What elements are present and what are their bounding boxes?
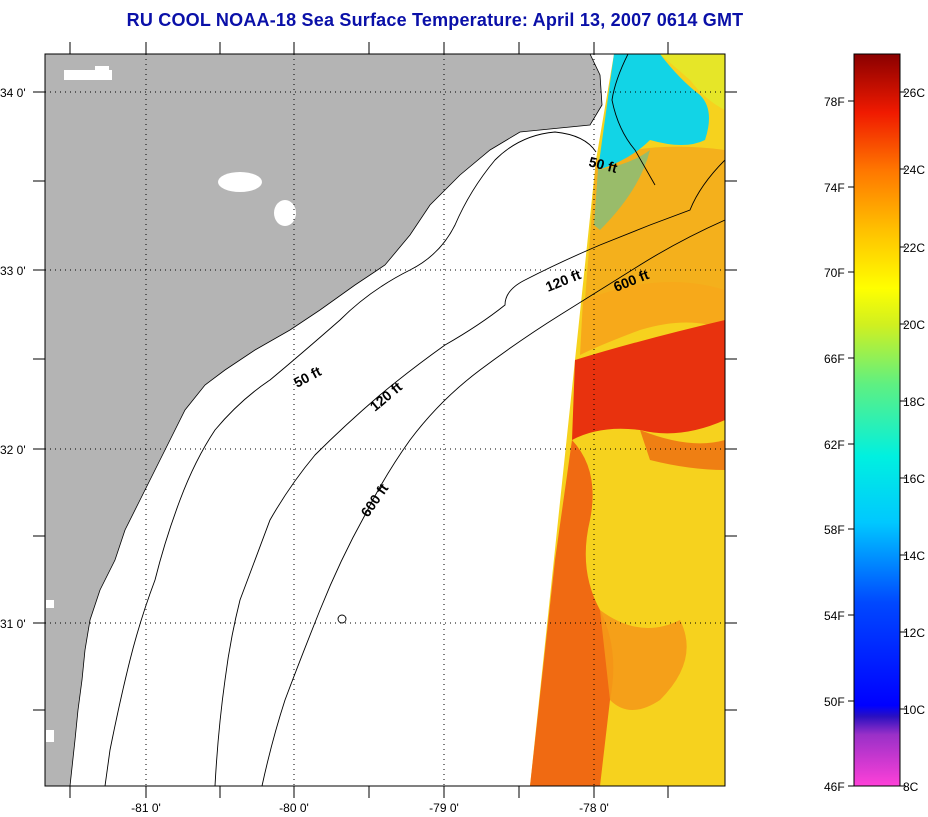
contour-label-50ft-north: 50 ft [587,153,619,176]
colorbar-gradient [853,53,901,787]
cb-c-12: 12C [903,626,925,640]
sst-swath [530,54,725,786]
cb-f-50: 50F [824,695,845,709]
graticule [45,54,725,786]
lat-label-31: 31 0' [0,617,26,631]
colorbar-celsius-labels: 26C 24C 22C 20C 18C 16C 14C 12C 10C 8C [903,86,925,794]
land-mass [45,54,603,786]
contour-120ft [214,244,601,786]
colorbar-fahrenheit-labels: 78F 74F 70F 66F 62F 58F 54F 50F 46F [824,95,845,794]
contour-600ft [261,219,725,786]
cb-f-62: 62F [824,438,845,452]
cb-f-74: 74F [824,181,845,195]
lon-labels: -81 0' -80 0' -79 0' -78 0' [131,801,609,815]
lat-labels: 34 0' 33 0' 32 0' 31 0' [0,86,26,631]
lat-label-33: 33 0' [0,264,26,278]
lon-label-80: -80 0' [279,801,309,815]
axis-ticks [33,42,737,798]
cb-c-14: 14C [903,549,925,563]
chart-title: RU COOL NOAA-18 Sea Surface Temperature:… [126,10,744,30]
cb-f-78: 78F [824,95,845,109]
cb-c-24: 24C [903,163,925,177]
cb-c-18: 18C [903,395,925,409]
cb-c-10: 10C [903,703,925,717]
cb-f-70: 70F [824,266,845,280]
cb-c-20: 20C [903,318,925,332]
lat-label-32: 32 0' [0,443,26,457]
cb-c-22: 22C [903,241,925,255]
cb-c-8: 8C [903,780,919,794]
lat-label-34: 34 0' [0,86,26,100]
colorbar: 78F 74F 70F 66F 62F 58F 54F 50F 46F 26C … [824,53,925,794]
cb-f-66: 66F [824,352,845,366]
lon-label-81: -81 0' [131,801,161,815]
outer-banks-coast [599,54,725,246]
land-no-data-patches [46,66,296,742]
cb-f-58: 58F [824,523,845,537]
cb-c-16: 16C [903,472,925,486]
lon-label-78: -78 0' [579,801,609,815]
cb-c-26: 26C [903,86,925,100]
cb-f-54: 54F [824,609,845,623]
cb-f-46: 46F [824,780,845,794]
contour-600ft-seamount [337,614,347,624]
lon-label-79: -79 0' [429,801,459,815]
